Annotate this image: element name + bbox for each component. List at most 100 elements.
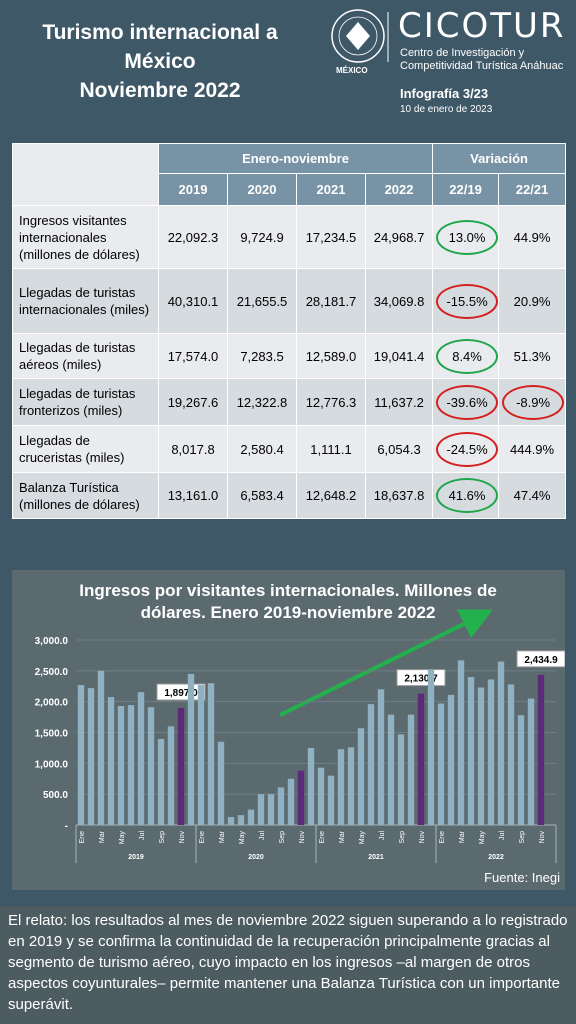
cell: 9,724.9 [227, 205, 297, 269]
cell-value: 1,111.1 [310, 441, 352, 457]
cell-value: 6,054.3 [377, 441, 421, 457]
bar [317, 767, 325, 825]
bar [467, 677, 475, 825]
bar [247, 809, 255, 825]
bar [327, 775, 335, 825]
cell-value: 13,161.0 [167, 488, 219, 503]
bar [107, 697, 115, 825]
row-label: Llegadas de turistas aéreos (miles) [12, 333, 159, 379]
header-row: 2019 2020 2021 2022 22/19 22/21 [13, 173, 567, 206]
cell: 2,580.4 [227, 425, 297, 473]
cell: 8,017.8 [158, 425, 228, 473]
cell: 51.3% [498, 333, 567, 379]
y-tick-label: 2,500.0 [35, 667, 69, 678]
bar [137, 692, 145, 825]
x-tick-label: Ene [439, 831, 446, 844]
x-tick-label: Sep [519, 831, 526, 844]
cell-value: 8.4% [436, 338, 499, 374]
x-tick-label: Jul [139, 831, 146, 840]
cell: 12,776.3 [296, 378, 366, 426]
bar [187, 673, 195, 825]
cell-value: 34,069.8 [373, 293, 425, 309]
cell-value: 17,234.5 [305, 229, 357, 245]
cell: -8.9% [498, 378, 567, 426]
year-label: 2022 [488, 854, 504, 861]
bar [367, 704, 375, 825]
cell: -15.5% [432, 268, 500, 334]
value-label: 1,897.0 [164, 688, 198, 699]
row-label: Llegadas de turistas fronterizos (miles) [12, 378, 159, 426]
table-row: Ingresos visitantes internacionales (mil… [12, 205, 567, 269]
brand-subtitle: Centro de Investigación y Competitividad… [400, 47, 563, 73]
x-tick-label: Mar [99, 830, 106, 843]
x-tick-label: Mar [219, 830, 226, 843]
value-label: 2,434.9 [524, 655, 558, 666]
logo-seal [331, 9, 389, 63]
cell-value: 13.0% [436, 219, 499, 255]
cell-value: 2,580.4 [240, 441, 284, 457]
cell-value: 6,583.4 [240, 488, 284, 503]
y-tick-label: 500.0 [43, 790, 68, 801]
x-tick-label: Sep [279, 831, 286, 844]
bar [197, 685, 205, 825]
bar [477, 687, 485, 825]
cell: 1,111.1 [296, 425, 366, 473]
bar [427, 669, 435, 825]
bar [147, 707, 155, 825]
table-row: Llegadas de turistas aéreos (miles) 17,57… [12, 333, 567, 379]
cell: 20.9% [498, 268, 567, 334]
x-tick-label: Mar [339, 830, 346, 843]
row-label: Llegadas de turistas internacionales (mi… [12, 268, 159, 334]
bar [377, 689, 385, 825]
bar [517, 715, 525, 825]
cell: 11,637.2 [364, 378, 434, 426]
cell-value: 12,589.0 [305, 348, 357, 364]
cell: 8.4% [432, 333, 500, 379]
x-tick-label: Nov [419, 831, 426, 844]
bar [267, 794, 275, 825]
cell-value: -8.9% [502, 384, 565, 420]
cell-value: 8,017.8 [171, 441, 215, 457]
cell-value: 22,092.3 [167, 229, 219, 245]
x-tick-label: Jul [379, 831, 386, 840]
data-table: Enero-noviembre Variación 2019 2020 2021 2022… [12, 143, 567, 519]
bar [97, 670, 105, 825]
brand-line: Centro de Investigación y [400, 47, 525, 59]
seal-label: MÉXICO [336, 66, 368, 75]
date: 10 de enero de 2023 [400, 104, 493, 115]
bar [417, 693, 425, 825]
cell: 13,161.0 [158, 472, 228, 519]
x-tick-label: Ene [319, 831, 326, 844]
chart-title: Ingresos por visitantes internacionales.… [79, 581, 497, 622]
bar [77, 685, 85, 825]
column-header: 2022 [364, 173, 434, 206]
cell: 22,092.3 [158, 205, 228, 269]
bar [237, 815, 245, 825]
bar [527, 698, 535, 825]
column-header: 2021 [296, 173, 366, 206]
cell-value: -15.5% [436, 283, 499, 319]
cell-value: 12,776.3 [305, 394, 357, 410]
column-header: 2019 [158, 173, 228, 206]
bar [507, 684, 515, 825]
issue: Infografía 3/23 [400, 86, 489, 101]
cell-value: 20.9% [513, 293, 551, 309]
title-line: Turismo internacional a [42, 21, 278, 44]
x-tick-label: Mar [459, 830, 466, 843]
y-tick-label: 2,000.0 [35, 698, 69, 709]
bar [167, 726, 175, 825]
cell-value: 444.9% [510, 441, 555, 457]
cell-value: 11,637.2 [374, 394, 424, 410]
year-label: 2020 [248, 854, 264, 861]
cell-value: 12,648.2 [305, 488, 357, 503]
chart-panel: Ingresos por visitantes internacionales.… [12, 570, 566, 890]
cell-value: 51.3% [513, 348, 551, 364]
bar [407, 714, 415, 825]
bar [497, 661, 505, 825]
row-label: Ingresos visitantes internacionales (mil… [12, 205, 159, 269]
bar [117, 705, 125, 825]
table-row: Llegadas de turistas fronterizos (miles)… [12, 378, 567, 426]
cell: 44.9% [498, 205, 567, 269]
year-label: 2021 [368, 854, 384, 861]
